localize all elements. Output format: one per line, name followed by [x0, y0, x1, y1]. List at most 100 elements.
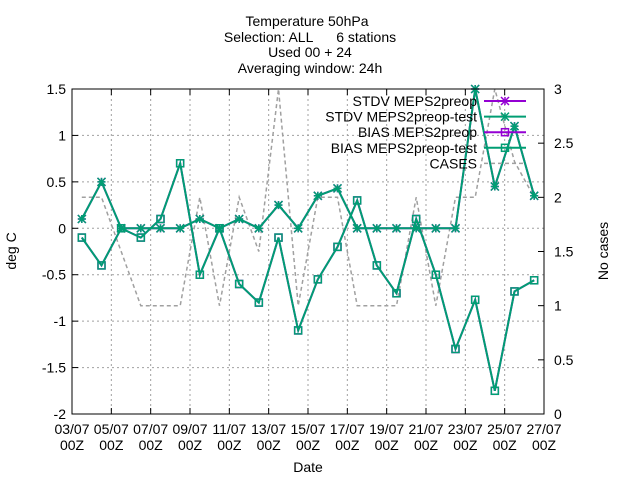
y2-tick-label: 1: [554, 298, 562, 314]
x-tick-sublabel: 00Z: [414, 437, 439, 453]
data-point: [332, 183, 343, 193]
x-tick-sublabel: 00Z: [532, 437, 557, 453]
data-point: [273, 200, 284, 210]
legend-label: CASES: [430, 155, 477, 171]
series-cases: [81, 88, 535, 307]
data-point: [195, 214, 205, 224]
y-tick-label: -0.5: [42, 267, 66, 283]
y-tick-label: 0: [58, 220, 66, 236]
legend-marker: [500, 127, 510, 137]
data-point: [97, 261, 106, 270]
y-axis-label: deg C: [3, 232, 19, 269]
y-tick-label: -1: [54, 313, 67, 329]
x-tick-sublabel: 00Z: [493, 437, 518, 453]
legend-label: BIAS MEPS2preop: [358, 124, 477, 140]
x-tick-sublabel: 00Z: [375, 437, 400, 453]
axes: -2-1.5-1-0.500.511.500.511.522.5303/0700…: [42, 81, 574, 453]
data-point: [254, 223, 264, 233]
data-point: [156, 214, 165, 224]
data-point: [293, 223, 303, 233]
data-point: [392, 289, 401, 298]
x-tick-sublabel: 00Z: [99, 437, 124, 453]
series-line: [81, 88, 535, 307]
data-point: [234, 214, 244, 224]
data-point: [313, 191, 323, 201]
data-point: [254, 298, 264, 307]
x-tick-label: 09/07: [172, 421, 207, 437]
data-point: [352, 223, 362, 233]
x-tick-label: 11/07: [212, 421, 246, 437]
series-layer: [77, 84, 539, 396]
y-tick-label: -1.5: [42, 360, 66, 376]
series-stdv-meps2preop-test: [77, 84, 539, 233]
x-tick-label: 23/07: [448, 421, 483, 437]
x-tick-label: 17/07: [330, 421, 365, 437]
x-tick-sublabel: 00Z: [296, 437, 321, 453]
data-point: [470, 295, 480, 305]
data-point: [234, 279, 244, 289]
series-bias-meps2preop-test: [77, 159, 539, 396]
y2-tick-label: 0.5: [554, 352, 574, 368]
y-tick-label: 1.5: [47, 81, 67, 97]
data-point: [175, 223, 185, 233]
data-point: [116, 224, 126, 233]
data-point: [96, 177, 107, 187]
legend-label: BIAS MEPS2preop-test: [331, 140, 477, 156]
data-point: [490, 181, 500, 192]
data-point: [333, 242, 342, 252]
data-point: [372, 261, 382, 270]
title-line-1: Temperature 50hPa: [246, 13, 369, 29]
y-tick-label: 1: [58, 127, 66, 143]
data-point: [450, 223, 461, 233]
legend-label: STDV MEPS2preop: [353, 93, 478, 109]
x-tick-label: 13/07: [251, 421, 286, 437]
data-point: [313, 275, 323, 284]
x-tick-label: 15/07: [290, 421, 325, 437]
data-point: [136, 223, 146, 233]
data-point: [509, 121, 520, 131]
data-point: [136, 233, 146, 242]
legend-label: STDV MEPS2preop-test: [325, 109, 477, 125]
data-point: [411, 214, 421, 224]
data-point: [195, 270, 205, 279]
data-point: [274, 233, 283, 242]
x-tick-label: 03/07: [54, 421, 89, 437]
data-point: [391, 223, 402, 233]
x-tick-label: 25/07: [487, 421, 522, 437]
legend-marker: [500, 112, 510, 122]
data-point: [372, 223, 382, 233]
data-point: [155, 223, 166, 233]
data-point: [293, 326, 303, 335]
data-point: [431, 223, 441, 233]
y2-axis-label: No cases: [595, 222, 611, 280]
plot-frame: [71, 88, 545, 415]
legend-marker: [500, 96, 510, 106]
chart-title: Temperature 50hPa Selection: ALL 6 stati…: [224, 13, 396, 76]
x-axis-label: Date: [293, 459, 323, 475]
y2-tick-label: 3: [554, 81, 562, 97]
x-tick-sublabel: 00Z: [453, 437, 478, 453]
data-point: [529, 191, 539, 201]
data-point: [175, 159, 185, 168]
y2-tick-label: 0: [554, 406, 562, 422]
data-point: [77, 214, 87, 224]
grid: [72, 89, 544, 414]
data-point: [451, 344, 460, 354]
x-tick-sublabel: 00Z: [60, 437, 85, 453]
x-tick-label: 07/07: [133, 421, 168, 437]
x-tick-sublabel: 00Z: [335, 437, 360, 453]
legend-marker: [500, 143, 510, 153]
y2-tick-label: 2: [554, 189, 562, 205]
title-line-2: Selection: ALL 6 stations: [224, 29, 396, 45]
x-tick-sublabel: 00Z: [139, 437, 164, 453]
x-tick-sublabel: 00Z: [257, 437, 282, 453]
data-point: [215, 224, 224, 233]
data-point: [510, 287, 519, 296]
data-point: [431, 270, 441, 279]
data-point: [352, 196, 362, 205]
x-tick-label: 27/07: [526, 421, 561, 437]
x-tick-sublabel: 00Z: [217, 437, 242, 453]
data-point: [529, 276, 539, 285]
